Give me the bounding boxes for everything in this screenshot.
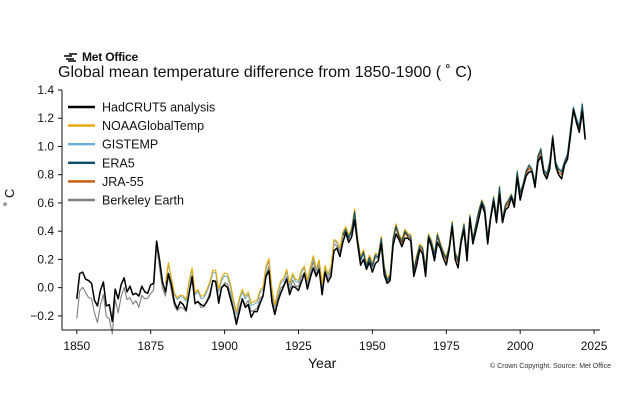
y-tick-label: 1.0 [37, 139, 54, 153]
x-tick-label: 1950 [359, 339, 386, 353]
legend-label: JRA-55 [102, 175, 144, 189]
y-tick-label: 0.0 [37, 281, 54, 295]
legend-label: HadCRUT5 analysis [102, 101, 215, 115]
y-tick-label: 1.4 [37, 83, 54, 97]
legend-label: NOAAGlobalTemp [102, 119, 204, 133]
x-tick-label: 1925 [285, 339, 312, 353]
x-tick-label: 1900 [211, 339, 238, 353]
x-tick-label: 2025 [581, 339, 608, 353]
y-tick-label: 0.2 [37, 252, 54, 266]
met-office-logo-icon [64, 52, 77, 62]
y-tick-label: 1.2 [37, 111, 54, 125]
x-tick-label: 1850 [63, 339, 90, 353]
series-line-hadcrut5-analysis [76, 109, 586, 326]
x-tick-label: 1875 [137, 339, 164, 353]
series-line-jra-55 [395, 106, 586, 273]
copyright-credit: © Crown Copyright. Source: Met Office [490, 363, 611, 370]
legend-label: ERA5 [102, 156, 135, 170]
brand: Met Office [63, 50, 138, 64]
legend-label: Berkeley Earth [102, 194, 184, 208]
legend-label: GISTEMP [102, 138, 158, 152]
x-axis-label: Year [308, 355, 337, 371]
x-tick-label: 2000 [507, 339, 534, 353]
series-line-gistemp [164, 102, 586, 316]
brand-name: Met Office [82, 50, 139, 64]
chart-title: Global mean temperature difference from … [58, 64, 473, 81]
y-tick-label: −0.2 [30, 309, 54, 323]
x-tick-label: 1975 [433, 339, 460, 353]
y-tick-label: 0.4 [37, 224, 54, 238]
y-tick-label: 0.6 [37, 196, 54, 210]
y-tick-label: 0.8 [37, 168, 54, 182]
